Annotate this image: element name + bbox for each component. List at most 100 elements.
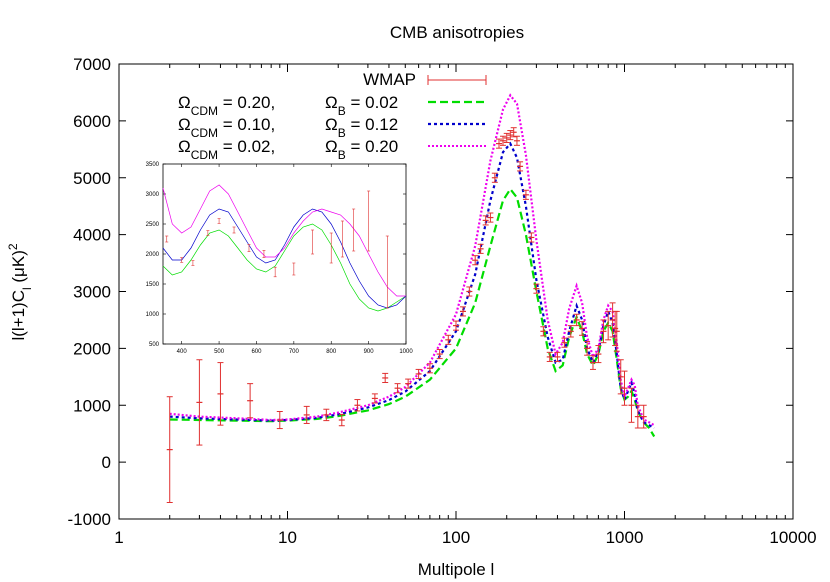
inset-wmap-point [311, 229, 315, 255]
wmap-point [487, 212, 494, 223]
series-line-magenta [169, 93, 655, 427]
y-tick-label: 6000 [73, 112, 111, 131]
wmap-point [415, 368, 422, 380]
inset-wmap-point [262, 250, 266, 258]
x-axis-ticks: 1 10 100 1000 10000 [114, 64, 817, 547]
inset-wmap-point [191, 260, 195, 266]
x-tick-label: 10 [278, 528, 297, 547]
inset-y-tick-label: 500 [149, 342, 160, 348]
wmap-point [584, 341, 591, 356]
y-tick-label: 7000 [73, 55, 111, 74]
wmap-point [382, 372, 389, 383]
wmap-point [640, 404, 647, 429]
inset-x-tick-label: 700 [289, 349, 300, 355]
wmap-point [613, 310, 620, 352]
wmap-point [579, 321, 586, 336]
inset-chart: 500 1000 1500 2000 2500 3000 3500 400 500 600 700… [146, 162, 414, 355]
legend-label-blue: ΩCDM = 0.10, ΩB = 0.12 [178, 115, 398, 140]
legend-label-green: ΩCDM = 0.20, ΩB = 0.02 [178, 93, 398, 118]
wmap-point [573, 313, 580, 327]
wmap-point [453, 320, 459, 331]
inset-x-ticks: 400 500 600 700 800 900 1000 [177, 164, 413, 355]
y-tick-label: 5000 [73, 169, 111, 188]
wmap-point [617, 359, 624, 395]
wmap-point [436, 349, 443, 360]
inset-x-tick-label: 1000 [399, 349, 413, 355]
wmap-point [196, 359, 203, 446]
wmap-point [540, 326, 547, 337]
inset-wmap-point [217, 218, 221, 224]
wmap-point [533, 283, 540, 294]
inset-y-ticks: 500 1000 1500 2000 2500 3000 3500 [146, 162, 406, 348]
wmap-point [609, 302, 616, 338]
wmap-point [217, 362, 224, 426]
inset-line-green [162, 223, 407, 312]
wmap-point [477, 243, 484, 254]
inset-y-tick-label: 1000 [146, 312, 160, 318]
legend: WMAP ΩCDM = 0.20, ΩB = 0.02 ΩCDM = 0.10, Ω… [178, 70, 487, 162]
x-tick-label: 1 [114, 528, 123, 547]
inset-wmap-point [352, 208, 356, 252]
wmap-point [323, 408, 330, 422]
x-axis-label: Multipole l [418, 560, 495, 579]
wmap-point [303, 405, 310, 424]
inset-wmap-point [367, 190, 371, 252]
wmap-point [554, 351, 561, 362]
y-tick-label: -1000 [68, 510, 111, 529]
inset-y-tick-label: 1500 [146, 282, 160, 288]
inset-y-tick-label: 3500 [146, 162, 160, 168]
x-tick-label: 10000 [769, 528, 816, 547]
wmap-point [496, 138, 503, 149]
inset-wmap-point [292, 262, 296, 276]
wmap-point [605, 310, 612, 341]
wmap-point [561, 337, 568, 348]
wmap-point [567, 325, 574, 338]
wmap-point [466, 286, 473, 297]
wmap-point [628, 387, 635, 423]
wmap-point [276, 411, 283, 430]
wmap-point [517, 161, 524, 172]
y-axis-label: l(l+1)Cl (μK)2 [6, 243, 34, 340]
inset-x-tick-label: 600 [251, 349, 262, 355]
inset-wmap-point [247, 244, 251, 252]
wmap-point [482, 215, 489, 226]
inset-x-tick-label: 900 [364, 349, 375, 355]
series-line-blue [169, 141, 655, 429]
x-tick-label: 100 [442, 528, 470, 547]
y-tick-label: 4000 [73, 226, 111, 245]
wmap-point [589, 355, 596, 370]
inset-wmap-errorbars [165, 190, 389, 309]
x-tick-label: 1000 [606, 528, 644, 547]
legend-sample-wmap [427, 75, 487, 85]
inset-line-magenta [162, 184, 406, 297]
wmap-point [507, 130, 514, 141]
inset-wmap-point [206, 230, 210, 236]
wmap-point [354, 399, 361, 412]
chart-title: CMB anisotropies [390, 23, 524, 42]
wmap-errorbars [166, 127, 647, 504]
inset-line-blue [162, 208, 407, 309]
wmap-point [472, 255, 479, 266]
wmap-point [621, 370, 628, 406]
inset-y-tick-label: 2000 [146, 252, 160, 258]
inset-wmap-point [329, 232, 333, 264]
wmap-point [459, 306, 466, 317]
y-tick-label: 2000 [73, 339, 111, 358]
wmap-point [595, 345, 602, 364]
inset-x-tick-label: 800 [326, 349, 337, 355]
wmap-point [546, 351, 553, 362]
legend-label-magenta: ΩCDM = 0.02, ΩB = 0.20 [178, 137, 398, 162]
wmap-point [634, 404, 641, 429]
wmap-point [600, 319, 607, 344]
wmap-point [510, 127, 517, 138]
inset-wmap-point [180, 257, 184, 263]
inset-x-tick-label: 400 [177, 349, 188, 355]
inset-wmap-point [385, 235, 389, 309]
inset-wmap-point [232, 226, 236, 234]
y-axis-ticks: -1000 0 1000 2000 3000 4000 5000 6000 7000 [68, 55, 793, 529]
wmap-point [528, 232, 535, 243]
main-series-group [169, 93, 656, 438]
wmap-point [338, 413, 345, 427]
inset-x-tick-label: 500 [214, 349, 225, 355]
